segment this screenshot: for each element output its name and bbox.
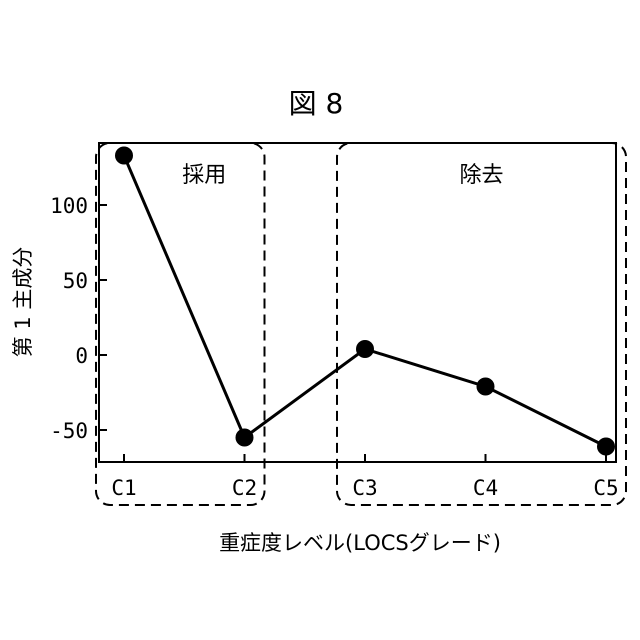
- x-axis: C1 C2 C3 C4 C5: [111, 454, 618, 500]
- x-tick-label-c4: C4: [473, 476, 498, 500]
- y-tick-label: 0: [75, 344, 88, 368]
- x-tick-label-c1: C1: [111, 476, 136, 500]
- x-tick-label-c3: C3: [352, 476, 377, 500]
- x-tick-label-c2: C2: [232, 476, 257, 500]
- data-point-c3: [356, 340, 374, 358]
- data-point-c4: [477, 378, 495, 396]
- series-line: [124, 156, 606, 447]
- region-box-1: [337, 143, 626, 505]
- region-boxes: 採用 除去: [96, 143, 626, 505]
- y-tick-label: 50: [63, 269, 88, 293]
- data-point-c2: [236, 429, 254, 447]
- x-axis-label: 重症度レベル(LOCSグレード): [219, 531, 501, 555]
- data-point-c1: [115, 147, 133, 165]
- x-tick-label-c5: C5: [593, 476, 618, 500]
- region-label-0: 採用: [182, 163, 226, 188]
- chart-title: 図 8: [289, 87, 344, 120]
- data-points: [115, 147, 615, 456]
- region-label-1: 除去: [459, 163, 503, 188]
- y-tick-label: 100: [50, 194, 88, 218]
- y-tick-label: -50: [50, 419, 88, 443]
- y-axis-label: 第 1 主成分: [11, 247, 35, 358]
- data-point-c5: [597, 438, 615, 456]
- region-box-0: [96, 143, 265, 505]
